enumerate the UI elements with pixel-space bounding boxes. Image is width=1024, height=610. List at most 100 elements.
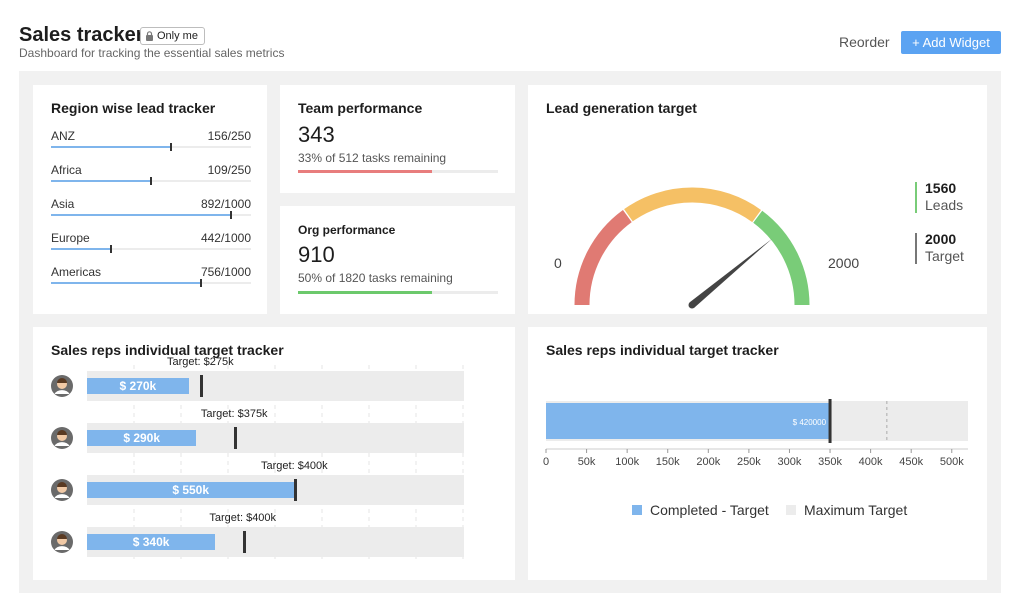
legend-completed-swatch [632, 505, 642, 515]
rep-target-label: Target: $400k [261, 460, 328, 472]
rep-target-marker [294, 479, 298, 501]
rep-achieved-bar: $ 270k [87, 378, 189, 394]
bullet-chart: $ 420000 [545, 399, 968, 453]
legend-maximum-label: Maximum Target [804, 502, 908, 518]
region-progress-marker [150, 177, 152, 185]
region-progress-fill [51, 282, 201, 284]
target-legend-label: Target [925, 248, 964, 264]
gauge-max-label: 2000 [828, 255, 860, 271]
team-subtitle: 33% of 512 tasks remaining [298, 151, 447, 165]
gauge-min-label: 0 [554, 255, 562, 271]
page-subtitle: Dashboard for tracking the essential sal… [19, 46, 285, 60]
team-card-title: Team performance [298, 100, 423, 116]
region-progress-marker [110, 245, 112, 253]
rep-progress-track: $ 290k Target: $375k [87, 408, 464, 453]
target-legend-value: 2000 [925, 231, 957, 247]
x-tick-label: 50k [577, 456, 596, 468]
region-progress-fill [51, 146, 171, 148]
rep-achieved-bar: $ 290k [87, 430, 197, 446]
x-tick-label: 150k [655, 456, 680, 468]
rep-progress-track: $ 270k Target: $275k [87, 356, 464, 401]
leads-legend-value: 1560 [925, 180, 957, 196]
region-name: ANZ [51, 129, 75, 143]
rep-target-label: Target: $375k [200, 408, 268, 420]
x-tick-label: 500k [939, 456, 964, 468]
region-progress-track [51, 211, 251, 219]
x-tick-label: 200k [696, 456, 721, 468]
org-progress-fill [298, 291, 432, 294]
x-tick-label: 250k [736, 456, 761, 468]
page-title: Sales tracker [19, 24, 144, 46]
visibility-badge[interactable]: Only me [140, 27, 205, 45]
team-progress-fill [298, 170, 432, 173]
region-progress-marker [170, 143, 172, 151]
rep-target-label: Target: $275k [166, 356, 234, 368]
region-name: Europe [51, 231, 90, 245]
dashboard-board: Region wise lead tracker ANZ 156/250 Afric… [19, 71, 1001, 593]
rep-target-marker [200, 375, 204, 397]
region-progress-fill [51, 248, 111, 250]
lock-icon [146, 31, 153, 41]
legend-completed-label: Completed - Target [650, 502, 769, 518]
target-marker [828, 399, 832, 443]
completed-bar [546, 403, 831, 439]
legend-completed: Completed - Target [632, 502, 769, 518]
avatar-icon [51, 427, 73, 449]
region-progress-track [51, 177, 251, 185]
reorder-button[interactable]: Reorder [839, 34, 890, 50]
gauge-chart [574, 187, 810, 309]
region-progress-track [51, 245, 251, 253]
org-subtitle: 50% of 1820 tasks remaining [298, 271, 453, 285]
add-widget-button[interactable]: + Add Widget [901, 31, 1001, 54]
team-progress-track [298, 170, 498, 173]
gauge-card-title: Lead generation target [546, 100, 697, 116]
region-name: Africa [51, 163, 82, 177]
region-name: Asia [51, 197, 75, 211]
bullet-tracker-card: Sales reps individual target tracker $ 4… [528, 327, 987, 580]
target-legend-bar [915, 233, 917, 264]
x-tick-label: 100k [615, 456, 640, 468]
lead-generation-card: Lead generation target 0 2000 1560 Leads… [528, 85, 987, 314]
org-value: 910 [298, 242, 335, 267]
rep-target-label: Target: $400k [209, 512, 277, 524]
region-progress-fill [51, 180, 151, 182]
rep-row: $ 290k Target: $375k [51, 408, 471, 454]
region-name: Americas [51, 265, 102, 279]
completed-bar-label: $ 420000 [793, 418, 827, 427]
rep-progress-track: $ 340k Target: $400k [87, 512, 464, 557]
rep-target-marker [234, 427, 238, 449]
gauge-band [574, 209, 632, 306]
rep-row: $ 550k Target: $400k [51, 460, 471, 506]
region-progress-marker [230, 211, 232, 219]
avatar-icon [51, 531, 73, 553]
org-performance-card: Org performance 910 50% of 1820 tasks re… [280, 206, 515, 314]
team-value: 343 [298, 122, 335, 147]
rep-progress-track: $ 550k Target: $400k [87, 460, 464, 505]
leads-legend-bar [915, 182, 917, 213]
region-value: 109/250 [207, 163, 251, 177]
reps-tracker-card: Sales reps individual target tracker $ 2… [33, 327, 515, 580]
rep-target-marker [242, 531, 246, 553]
gauge-band [753, 210, 810, 306]
avatar-icon [51, 375, 73, 397]
region-lead-card: Region wise lead tracker ANZ 156/250 Afric… [33, 85, 267, 314]
gauge-needle [689, 238, 773, 308]
x-tick-label: 400k [858, 456, 883, 468]
rep-achieved-bar: $ 550k [87, 482, 295, 498]
org-card-title: Org performance [298, 223, 396, 237]
region-progress-track [51, 279, 251, 287]
gauge-band [624, 187, 762, 223]
region-value: 756/1000 [200, 265, 251, 279]
legend-maximum-swatch [786, 505, 796, 515]
region-value: 892/1000 [200, 197, 251, 211]
gauge-needle-hub [688, 301, 696, 309]
region-card-title: Region wise lead tracker [51, 100, 216, 116]
x-tick-label: 450k [899, 456, 924, 468]
region-value: 442/1000 [200, 231, 251, 245]
region-progress-fill [51, 214, 231, 216]
region-value: 156/250 [207, 129, 251, 143]
leads-legend-label: Leads [925, 197, 964, 213]
visibility-badge-label: Only me [157, 30, 198, 42]
org-progress-track [298, 291, 498, 294]
x-tick-label: 350k [818, 456, 842, 468]
